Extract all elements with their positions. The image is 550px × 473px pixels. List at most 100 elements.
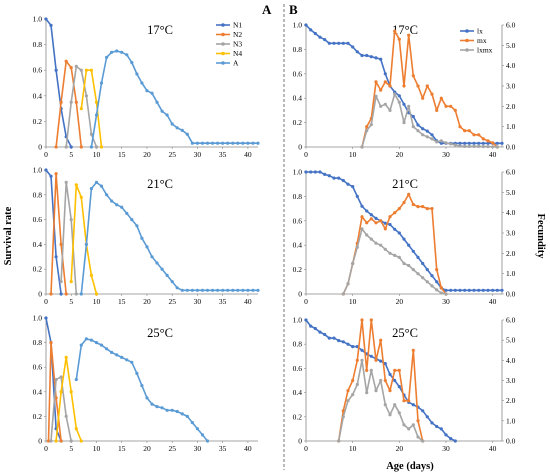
data-point-n4	[84, 68, 88, 72]
x-tick-label: 20	[143, 444, 151, 453]
data-point-lx	[374, 56, 378, 60]
data-point-lxmx	[388, 108, 392, 112]
data-point-mx	[388, 84, 392, 88]
data-point-lx	[453, 439, 457, 443]
data-point-lxmx	[351, 393, 355, 397]
data-point-a	[135, 224, 139, 228]
data-point-a	[84, 242, 88, 246]
data-point-lx	[341, 178, 345, 183]
x-tick-label: 35	[219, 297, 227, 306]
data-point-a	[216, 288, 220, 292]
data-point-n3	[49, 439, 53, 443]
data-point-lxmx	[402, 423, 406, 427]
x-tick-label: 5	[69, 297, 73, 306]
series-line-n4	[55, 356, 83, 442]
data-point-lx	[486, 288, 490, 292]
data-point-mx	[435, 268, 439, 272]
data-point-n4	[79, 439, 83, 443]
y-tick-label: 0.4	[33, 387, 43, 396]
y-tick-label: 0.8	[293, 45, 303, 54]
data-point-a	[195, 288, 199, 292]
y-tick-label: 1.0	[33, 15, 43, 24]
data-point-lx	[309, 170, 313, 174]
data-point-a	[115, 353, 119, 357]
y2-tick-label: 2.0	[506, 249, 516, 258]
data-point-lxmx	[486, 145, 490, 149]
data-point-n2	[74, 100, 78, 104]
data-point-mx	[407, 192, 411, 196]
data-point-a	[110, 350, 114, 354]
legend-label: N1	[233, 21, 242, 30]
y-tick-label: 0.8	[33, 338, 43, 347]
data-point-a	[231, 288, 235, 292]
y-tick-label: 0.2	[33, 412, 43, 421]
data-point-lxmx	[337, 439, 341, 443]
data-point-mx	[421, 205, 425, 209]
x-tick-label: 15	[118, 444, 126, 453]
data-point-lx	[463, 141, 467, 145]
data-point-mx	[416, 419, 420, 423]
data-point-mx	[379, 88, 383, 92]
data-point-lxmx	[346, 399, 350, 403]
data-point-mx	[430, 92, 434, 96]
data-point-a	[155, 261, 159, 265]
data-point-lx	[309, 324, 313, 328]
data-point-lx	[453, 288, 457, 292]
data-point-a	[150, 91, 154, 95]
data-point-lxmx	[467, 144, 471, 148]
x-tick-label: 30	[442, 150, 450, 159]
y-tick-label: 0.6	[33, 66, 43, 75]
data-point-mx	[397, 37, 401, 41]
data-point-lxmx	[397, 255, 401, 259]
data-point-lxmx	[351, 261, 355, 266]
data-point-lx	[304, 23, 308, 27]
y-tick-label: 0	[38, 437, 42, 446]
data-point-lxmx	[365, 233, 369, 237]
data-point-lx	[360, 204, 364, 208]
legend-label: N3	[233, 40, 242, 49]
x-tick-label: 0	[304, 150, 308, 159]
data-point-a	[130, 60, 134, 65]
data-point-a	[221, 288, 225, 292]
data-point-lxmx	[402, 121, 406, 125]
data-point-mx	[383, 80, 387, 84]
data-point-mx	[369, 217, 373, 221]
data-point-a	[236, 288, 240, 292]
data-point-n1	[54, 68, 58, 72]
data-point-a	[175, 286, 179, 290]
data-point-lx	[458, 288, 462, 292]
data-point-lx	[383, 72, 387, 76]
data-point-lx	[332, 41, 336, 45]
data-point-a	[226, 288, 230, 292]
legend-marker	[465, 38, 469, 43]
chart-panel-b-3: 0 0.2 0.4 0.6 0.8 1.0 0.0 1.0 2.0 3.0 4.0 5.0 6.0 0 10…	[293, 316, 516, 454]
y-tick-label: 0.8	[293, 192, 303, 201]
data-point-lx	[411, 114, 415, 119]
data-point-a	[231, 141, 235, 145]
chart-title: 25°C	[147, 326, 173, 340]
y2-tick-label: 4.0	[506, 61, 516, 70]
data-point-lx	[411, 249, 415, 253]
data-point-a	[160, 109, 164, 113]
data-point-a	[180, 288, 184, 292]
data-point-a	[256, 141, 260, 145]
data-point-lxmx	[407, 263, 411, 268]
data-point-mx	[491, 141, 495, 145]
data-point-a	[105, 347, 109, 351]
x-tick-label: 30	[194, 150, 202, 159]
data-point-n1	[44, 17, 48, 21]
data-point-n3	[94, 145, 99, 149]
data-point-mx	[453, 108, 457, 112]
data-point-n4	[64, 355, 68, 359]
data-point-a	[140, 236, 144, 240]
data-point-mx	[365, 368, 369, 372]
data-point-lx	[313, 31, 317, 36]
data-point-lxmx	[374, 389, 378, 393]
data-point-lx	[388, 372, 392, 376]
panel-label-a: A	[262, 2, 272, 17]
data-point-lxmx	[421, 439, 425, 443]
data-point-mx	[411, 74, 415, 78]
data-point-lx	[421, 127, 425, 131]
data-point-lxmx	[393, 403, 397, 407]
data-point-n3	[79, 68, 83, 72]
